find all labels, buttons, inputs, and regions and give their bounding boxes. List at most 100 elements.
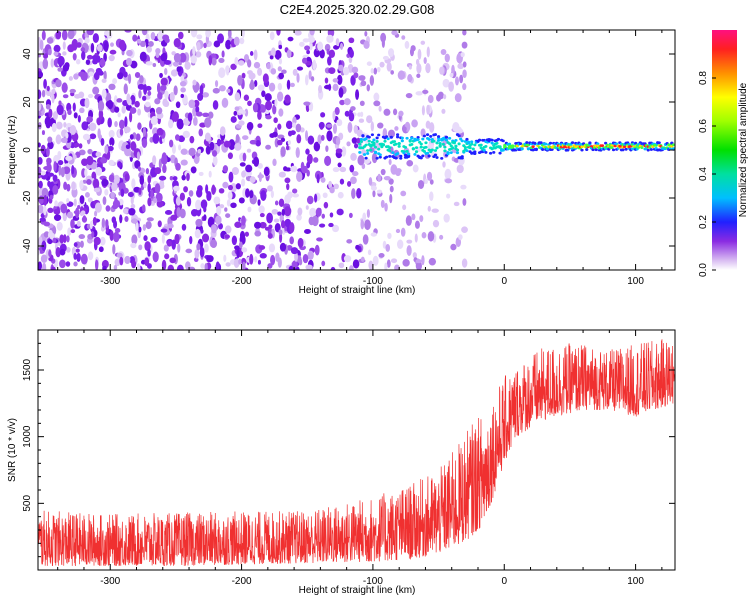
spectrogram-noise-cell: [226, 199, 231, 207]
spectrogram-noise-cell: [412, 164, 419, 173]
spectrogram-noise-cell: [233, 258, 240, 268]
spectrogram-noise-cell: [278, 57, 283, 65]
spectrogram-noise-cell: [195, 51, 202, 58]
spectrogram-noise-cell: [73, 242, 78, 247]
spectrogram-noise-cell: [407, 74, 413, 83]
spectrogram-noise-cell: [72, 52, 77, 61]
spectrogram-noise-cell: [281, 208, 286, 216]
spectrogram-noise-cell: [381, 37, 385, 48]
spectrogram-noise-cell: [57, 55, 65, 66]
spectrogram-noise-cell: [295, 123, 302, 133]
spectrogram-noise-cell: [188, 99, 196, 109]
spectrogram-noise-cell: [50, 266, 56, 270]
spectrogram-noise-cell: [322, 192, 328, 199]
spectrogram-noise-cell: [65, 155, 73, 161]
spectrogram-signal-cell: [495, 141, 499, 145]
spectrogram-noise-cell: [350, 176, 357, 185]
spectrogram-noise-cell: [169, 139, 174, 148]
spectrogram-noise-cell: [38, 195, 45, 205]
spectrogram-y-axis-label: Frequency (Hz): [7, 116, 18, 185]
spectrogram-signal-cell: [622, 145, 627, 149]
spectrogram-noise-cell: [324, 155, 332, 167]
spectrogram-noise-cell: [141, 138, 148, 148]
spectrogram-noise-cell: [366, 208, 371, 218]
spectrogram-signal-cell: [492, 151, 496, 154]
spectrogram-noise-cell: [143, 181, 147, 189]
spectrogram-signal-cell: [370, 133, 374, 137]
spectrogram-noise-cell: [337, 74, 343, 86]
spectrogram-noise-cell: [219, 126, 226, 136]
spectrogram-noise-cell: [349, 49, 354, 58]
spectrogram-noise-cell: [150, 32, 156, 41]
spectrogram-noise-cell: [155, 192, 163, 203]
spectrogram-noise-cell: [305, 148, 310, 155]
spectrogram-noise-cell: [176, 118, 184, 130]
spectrogram-signal-cell: [407, 152, 411, 156]
spectrogram-noise-cell: [257, 84, 265, 92]
spectrogram-noise-cell: [350, 106, 356, 111]
spectrogram-noise-cell: [142, 30, 148, 36]
spectrogram-noise-cell: [108, 129, 115, 138]
spectrogram-noise-cell: [101, 78, 107, 84]
spectrogram-noise-cell: [271, 208, 279, 215]
spectrogram-signal-cell: [435, 156, 439, 159]
colorbar-label: Normalized spectral amplitude: [738, 82, 749, 217]
spectrogram-noise-cell: [405, 92, 413, 99]
spectrogram-noise-cell: [218, 188, 225, 194]
spectrogram-noise-cell: [337, 191, 344, 199]
spectrogram-noise-cell: [265, 110, 270, 115]
spectrogram-noise-cell: [172, 185, 180, 192]
spectrogram-noise-cell: [304, 228, 311, 234]
colorbar-tick-label: 0.0: [698, 263, 709, 277]
spectrogram-noise-cell: [339, 42, 344, 50]
spectrogram-noise-cell: [211, 184, 216, 195]
spectrogram-x-tick-label: -200: [232, 276, 252, 287]
spectrogram-signal-cell: [448, 142, 452, 146]
spectrogram-noise-cell: [419, 215, 424, 223]
spectrogram-signal-cell: [375, 136, 379, 140]
spectrogram-noise-cell: [321, 213, 325, 219]
spectrogram-noise-cell: [196, 34, 203, 40]
spectrogram-noise-cell: [427, 94, 434, 104]
spectrogram-noise-cell: [221, 97, 229, 108]
spectrogram-noise-cell: [137, 83, 145, 90]
spectrogram-noise-cell: [386, 62, 392, 72]
spectrogram-noise-cell: [41, 89, 46, 98]
spectrogram-signal-cell: [451, 146, 455, 150]
spectrogram-noise-cell: [214, 80, 219, 88]
spectrogram-signal-cell: [465, 137, 469, 141]
spectrogram-noise-cell: [327, 56, 332, 66]
spectrogram-noise-cell: [389, 193, 393, 204]
spectrogram-noise-cell: [171, 51, 176, 56]
spectrogram-signal-cell: [399, 154, 403, 158]
spectrogram-noise-cell: [437, 91, 444, 100]
spectrogram-noise-cell: [67, 30, 75, 40]
spectrogram-noise-cell: [356, 187, 362, 199]
spectrogram-noise-cell: [245, 170, 253, 177]
spectrogram-noise-cell: [453, 201, 460, 207]
spectrogram-noise-cell: [258, 245, 266, 250]
spectrogram-noise-cell: [68, 76, 73, 81]
spectrogram-noise-cell: [289, 236, 294, 245]
spectrogram-noise-cell: [237, 74, 243, 86]
spectrogram-noise-cell: [328, 222, 334, 228]
spectrogram-signal-cell: [466, 140, 471, 144]
spectrogram-signal-cell: [433, 153, 438, 157]
spectrogram-noise-cell: [131, 234, 138, 245]
spectrogram-noise-cell: [50, 58, 54, 68]
spectrogram-signal-cell: [518, 142, 523, 146]
spectrogram-noise-cell: [380, 199, 385, 209]
spectrogram-noise-cell: [325, 145, 329, 152]
spectrogram-noise-cell: [129, 111, 133, 123]
spectrogram-noise-cell: [130, 197, 134, 205]
spectrogram-noise-cell: [346, 180, 352, 187]
spectrogram-noise-cell: [388, 48, 395, 58]
spectrogram-noise-cell: [108, 159, 115, 166]
spectrogram-noise-cell: [278, 44, 283, 50]
spectrogram-noise-cell: [426, 46, 430, 58]
spectrogram-noise-cell: [138, 89, 142, 99]
spectrogram-noise-cell: [301, 165, 308, 174]
spectrogram-noise-cell: [259, 253, 267, 259]
spectrogram-signal-cell: [383, 139, 387, 143]
spectrogram-noise-cell: [421, 105, 425, 116]
